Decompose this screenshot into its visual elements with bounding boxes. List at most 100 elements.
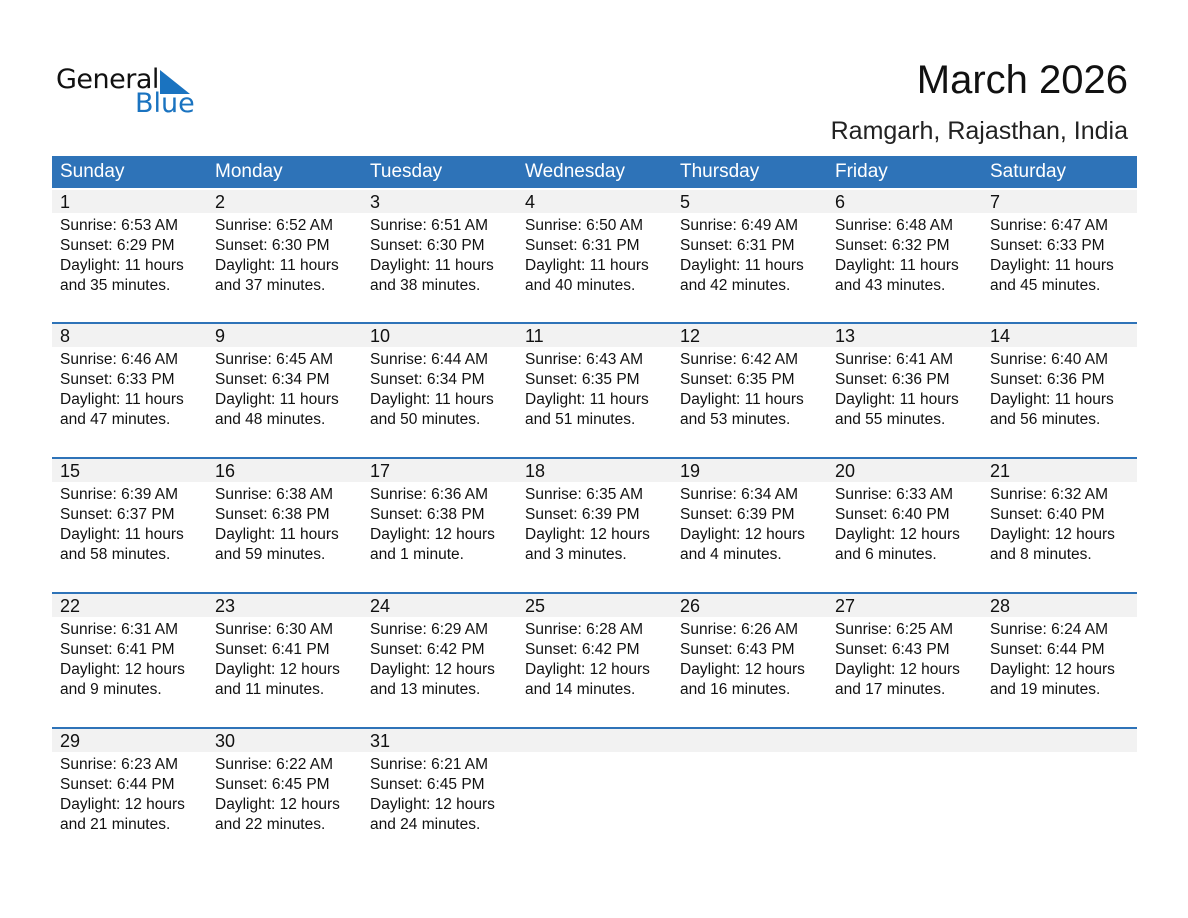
day-details-row: Sunrise: 6:46 AM Sunset: 6:33 PM Daylight:… [52,347,1137,430]
day-cell: Sunrise: 6:35 AM Sunset: 6:39 PM Daylight:… [517,482,672,565]
daylight-text: Daylight: 12 hours [370,526,495,543]
day-cell: Sunrise: 6:42 AM Sunset: 6:35 PM Daylight:… [672,347,827,430]
sunset-text: Sunset: 6:44 PM [990,641,1105,658]
sunset-text: Sunset: 6:33 PM [60,371,175,388]
day-cell: Sunrise: 6:36 AM Sunset: 6:38 PM Daylight:… [362,482,517,565]
day-number: 20 [835,461,856,481]
daylight-minutes-text: and 11 minutes. [215,681,325,698]
location-subtitle: Ramgarh, Rajasthan, India [830,117,1128,145]
day-cell: Sunrise: 6:51 AM Sunset: 6:30 PM Daylight:… [362,213,517,296]
sunrise-text: Sunrise: 6:42 AM [680,351,799,368]
day-number-row: 8 9 10 11 12 13 14 [52,324,1137,347]
day-number: 19 [680,461,701,481]
sunrise-text: Sunrise: 6:33 AM [835,486,954,503]
day-number: 21 [990,461,1011,481]
sunrise-text: Sunrise: 6:34 AM [680,486,799,503]
calendar-week: 8 9 10 11 12 13 14 Sunrise: 6:46 AM Sunset: 6:33… [52,322,1137,457]
daylight-minutes-text: and 13 minutes. [370,681,481,698]
day-cell: Sunrise: 6:50 AM Sunset: 6:31 PM Daylight:… [517,213,672,296]
day-cell: Sunrise: 6:33 AM Sunset: 6:40 PM Daylight:… [827,482,982,565]
daylight-text: Daylight: 12 hours [525,526,650,543]
sunrise-text: Sunrise: 6:39 AM [60,486,179,503]
weekday-monday: Monday [215,161,283,182]
logo-text-general: General [56,64,159,95]
daylight-text: Daylight: 12 hours [680,526,805,543]
daylight-text: Daylight: 11 hours [370,257,494,274]
page-title: March 2026 [916,58,1128,102]
daylight-minutes-text: and 22 minutes. [215,816,326,833]
daylight-minutes-text: and 40 minutes. [525,277,636,294]
sunrise-text: Sunrise: 6:48 AM [835,217,954,234]
daylight-minutes-text: and 16 minutes. [680,681,791,698]
daylight-minutes-text: and 1 minute. [370,546,464,563]
day-number: 17 [370,461,391,481]
sunrise-text: Sunrise: 6:44 AM [370,351,489,368]
sunset-text: Sunset: 6:45 PM [215,776,330,793]
daylight-minutes-text: and 58 minutes. [60,546,171,563]
day-cell: Sunrise: 6:44 AM Sunset: 6:34 PM Daylight:… [362,347,517,430]
sunrise-text: Sunrise: 6:41 AM [835,351,954,368]
day-number: 31 [370,731,391,751]
sunset-text: Sunset: 6:42 PM [370,641,485,658]
day-cell: Sunrise: 6:39 AM Sunset: 6:37 PM Daylight:… [52,482,207,565]
day-cell: Sunrise: 6:48 AM Sunset: 6:32 PM Daylight:… [827,213,982,296]
day-number: 13 [835,326,856,346]
day-cell: Sunrise: 6:22 AM Sunset: 6:45 PM Daylight:… [207,752,362,835]
sunrise-text: Sunrise: 6:43 AM [525,351,644,368]
day-cell: Sunrise: 6:21 AM Sunset: 6:45 PM Daylight:… [362,752,517,835]
daylight-minutes-text: and 9 minutes. [60,681,162,698]
sunrise-text: Sunrise: 6:26 AM [680,621,799,638]
sunrise-text: Sunrise: 6:47 AM [990,217,1109,234]
day-details-row: Sunrise: 6:53 AM Sunset: 6:29 PM Daylight:… [52,213,1137,296]
day-cell: Sunrise: 6:52 AM Sunset: 6:30 PM Daylight:… [207,213,362,296]
day-cell: Sunrise: 6:38 AM Sunset: 6:38 PM Daylight:… [207,482,362,565]
day-number: 7 [990,192,1001,212]
day-number: 28 [990,596,1011,616]
sunrise-text: Sunrise: 6:28 AM [525,621,644,638]
daylight-text: Daylight: 12 hours [680,661,805,678]
sunset-text: Sunset: 6:37 PM [60,506,175,523]
day-number: 30 [215,731,236,751]
sunrise-text: Sunrise: 6:30 AM [215,621,334,638]
day-details-row: Sunrise: 6:39 AM Sunset: 6:37 PM Daylight:… [52,482,1137,565]
daylight-minutes-text: and 3 minutes. [525,546,627,563]
day-cell: Sunrise: 6:29 AM Sunset: 6:42 PM Daylight:… [362,617,517,700]
day-number: 4 [525,192,536,212]
daylight-minutes-text: and 37 minutes. [215,277,326,294]
day-number: 15 [60,461,81,481]
sunset-text: Sunset: 6:38 PM [215,506,330,523]
day-number: 2 [215,192,226,212]
day-number-row: 15 16 17 18 19 20 21 [52,459,1137,482]
daylight-minutes-text: and 8 minutes. [990,546,1092,563]
daylight-minutes-text: and 56 minutes. [990,411,1101,428]
daylight-text: Daylight: 12 hours [835,661,960,678]
daylight-minutes-text: and 6 minutes. [835,546,937,563]
weekday-wednesday: Wednesday [525,161,625,182]
sunrise-text: Sunrise: 6:29 AM [370,621,489,638]
daylight-text: Daylight: 12 hours [370,796,495,813]
day-cell: Sunrise: 6:49 AM Sunset: 6:31 PM Daylight:… [672,213,827,296]
sunrise-text: Sunrise: 6:31 AM [60,621,179,638]
sunrise-text: Sunrise: 6:45 AM [215,351,334,368]
day-cell: Sunrise: 6:30 AM Sunset: 6:41 PM Daylight:… [207,617,362,700]
day-number: 27 [835,596,856,616]
daylight-text: Daylight: 11 hours [215,526,339,543]
day-cell: Sunrise: 6:25 AM Sunset: 6:43 PM Daylight:… [827,617,982,700]
daylight-minutes-text: and 50 minutes. [370,411,481,428]
daylight-minutes-text: and 4 minutes. [680,546,782,563]
daylight-minutes-text: and 38 minutes. [370,277,481,294]
day-number: 24 [370,596,391,616]
daylight-text: Daylight: 11 hours [215,391,339,408]
daylight-minutes-text: and 21 minutes. [60,816,171,833]
sunrise-text: Sunrise: 6:24 AM [990,621,1109,638]
day-number: 5 [680,192,691,212]
sunrise-text: Sunrise: 6:35 AM [525,486,644,503]
sunrise-text: Sunrise: 6:52 AM [215,217,334,234]
sunrise-text: Sunrise: 6:22 AM [215,756,334,773]
daylight-text: Daylight: 12 hours [215,661,340,678]
day-number: 1 [60,192,71,212]
daylight-minutes-text: and 17 minutes. [835,681,946,698]
weekday-sunday: Sunday [60,161,125,182]
daylight-minutes-text: and 59 minutes. [215,546,326,563]
day-details-row: Sunrise: 6:23 AM Sunset: 6:44 PM Daylight:… [52,752,1137,835]
